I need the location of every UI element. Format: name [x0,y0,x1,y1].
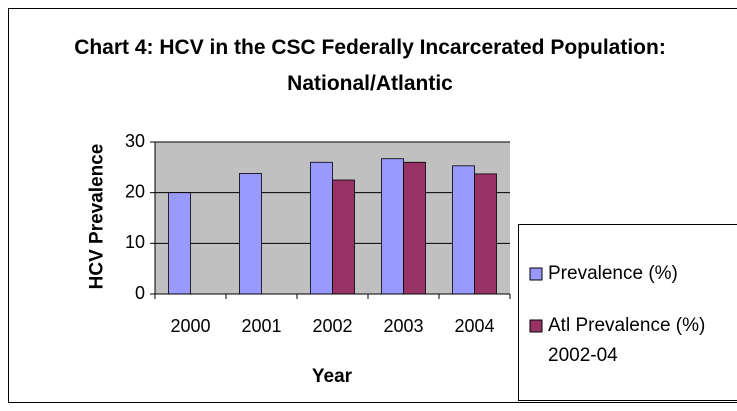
legend-swatch [529,319,543,333]
legend-swatch [529,267,543,281]
legend-box [518,224,737,401]
chart-title: Chart 4: HCV in the CSC Federally Incarc… [74,36,666,95]
bar [332,179,355,295]
x-tick-label: 2004 [454,316,494,336]
y-tick-label: 30 [125,131,145,151]
x-tick-label: 2002 [312,316,352,336]
y-tick-label: 20 [125,181,145,201]
x-axis-label: Year [312,366,353,387]
bar [381,158,404,295]
y-tick-label: 10 [125,232,145,252]
bar [310,161,333,295]
bar [474,173,497,295]
y-axis-label: HCV Prevalence [86,143,108,290]
bar [403,161,426,295]
bar [452,165,475,295]
bar [168,192,191,295]
x-tick-label: 2000 [170,316,210,336]
legend-label: Atl Prevalence (%) 2002-04 [548,315,706,366]
bar [239,173,262,295]
y-tick-label: 0 [135,283,145,303]
x-tick-label: 2003 [383,316,423,336]
x-tick-label: 2001 [241,316,281,336]
legend-label: Prevalence (%) [548,263,678,284]
